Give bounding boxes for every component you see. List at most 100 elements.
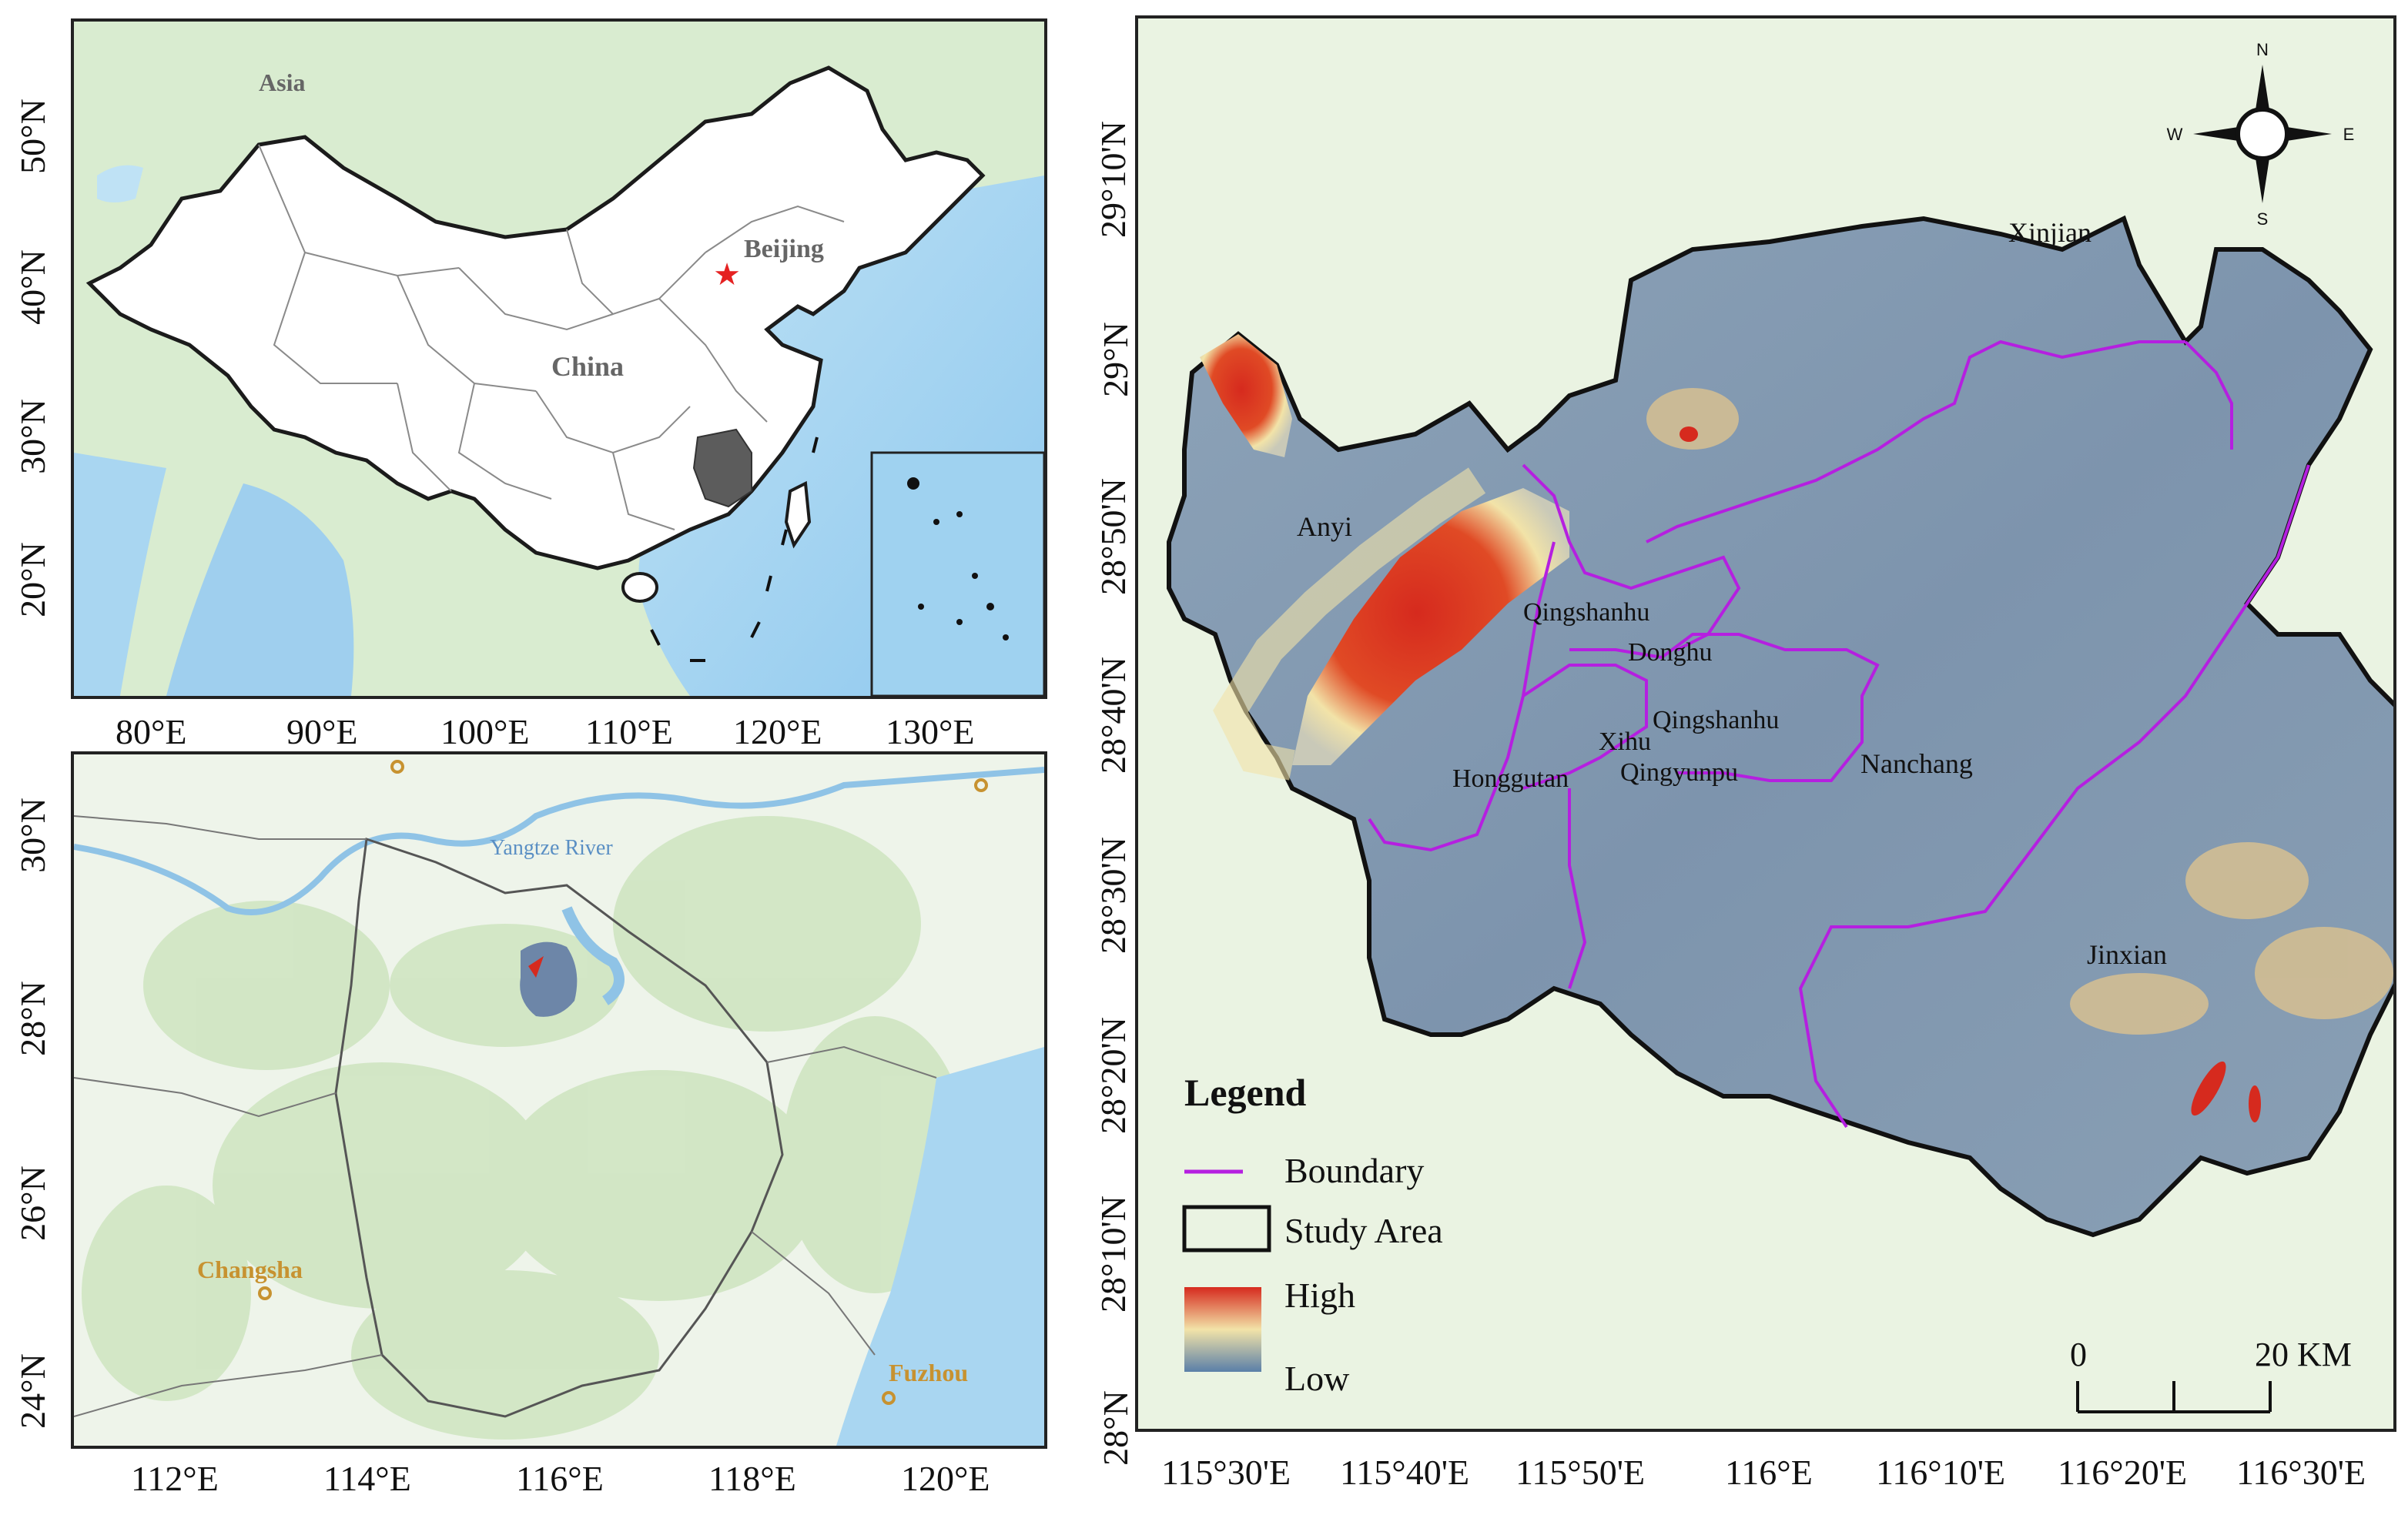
district-boundaries: [1368, 339, 2310, 1129]
legend-study-area-label: Study Area: [1284, 1211, 1443, 1250]
jiangxi-province: [692, 428, 752, 508]
south-china-sea-inset: [870, 451, 1044, 696]
compass-east: E: [2343, 125, 2355, 144]
beijing-star-icon: ★: [713, 257, 741, 292]
p1-xtick: 80°E: [116, 712, 187, 751]
city-marker-icon: [390, 760, 404, 774]
district-label: Xihu: [1599, 727, 1651, 756]
legend-high-label: High: [1284, 1276, 1355, 1315]
p2-ytick: 26°N: [12, 1166, 52, 1241]
district-label: Jinxian: [2087, 939, 2167, 970]
district-label: Qingshanhu: [1523, 598, 1649, 627]
scale-bar-start: 0: [2070, 1336, 2087, 1373]
highland-peaks: [1680, 426, 2261, 1122]
vegetation: [82, 816, 967, 1440]
p3-ytick: 29°N: [1095, 322, 1135, 397]
regional-map: Changsha Fuzhou Yangtze River: [71, 751, 1047, 1449]
study-area-polygon: [1167, 215, 2393, 1238]
p2-ytick: 28°N: [12, 981, 52, 1056]
p3-xtick: 116°E: [1725, 1453, 1813, 1492]
p1-ytick: 40°N: [12, 249, 52, 325]
p1-ytick: 20°N: [12, 542, 52, 617]
jiangxi-boundary: [334, 837, 784, 1418]
mountain-foothills: [1213, 467, 1486, 781]
p3-xtick: 115°30'E: [1161, 1453, 1291, 1492]
scale-bar: [2076, 1381, 2272, 1413]
east-china-sea: [836, 1047, 1044, 1446]
district-label: Qingshanhu: [1653, 706, 1779, 734]
central-mountain-range: [1292, 488, 1569, 765]
p2-xtick: 118°E: [708, 1459, 796, 1498]
district-label: Xinjian: [2008, 217, 2092, 248]
p2-xtick: 116°E: [516, 1459, 604, 1498]
p3-ytick: 28°10'N: [1093, 1196, 1133, 1313]
p1-xtick: 110°E: [585, 712, 673, 751]
p3-xtick: 115°50'E: [1515, 1453, 1646, 1492]
p1-ytick: 30°N: [12, 399, 52, 474]
study-area-high: [528, 956, 544, 978]
china-label: China: [551, 351, 624, 382]
p3-ytick: 29°10'N: [1093, 121, 1133, 238]
p1-ytick: 50°N: [12, 99, 52, 174]
dash-line: [650, 436, 819, 662]
p2-ytick: 30°N: [12, 798, 52, 873]
taiwan: [784, 480, 812, 549]
highland-patches: [1646, 388, 2393, 1035]
northwest-mountain: [1200, 334, 1292, 457]
hainan: [621, 572, 658, 603]
changsha-marker-icon: [258, 1286, 272, 1300]
legend-dem-gradient: [1184, 1287, 1261, 1372]
regional-map-canvas: Changsha Fuzhou Yangtze River: [74, 754, 1044, 1446]
p1-xtick: 100°E: [440, 712, 530, 751]
p3-ytick: 28°N: [1095, 1390, 1135, 1466]
legend-study-area-symbol: [1182, 1205, 1271, 1252]
overview-map: ★ Beijing Asia China: [71, 18, 1047, 699]
china-outline: [85, 65, 986, 570]
asia-label: Asia: [259, 69, 305, 96]
p1-xtick: 130°E: [886, 712, 975, 751]
lake: [97, 165, 143, 202]
bay-of-bengal: [166, 483, 354, 696]
p1-xtick: 120°E: [733, 712, 822, 751]
p3-ytick: 28°20'N: [1093, 1017, 1133, 1134]
p3-ytick: 28°40'N: [1093, 657, 1133, 774]
compass-icon: [2193, 65, 2332, 203]
fuzhou-label: Fuzhou: [889, 1359, 968, 1386]
overview-map-canvas: ★ Beijing Asia China: [74, 22, 1044, 696]
study-area-canvas: Xinjian Anyi Qingshanhu Donghu Xihu Qing…: [1138, 18, 2393, 1429]
p1-xtick: 90°E: [286, 712, 358, 751]
district-label: Anyi: [1297, 511, 1352, 542]
changsha-label: Changsha: [197, 1256, 303, 1283]
legend-low-label: Low: [1284, 1359, 1350, 1398]
poyang-lake: [561, 906, 625, 1005]
arabian-sea: [74, 453, 166, 696]
inset-islands: [907, 477, 1009, 640]
p2-xtick: 114°E: [323, 1459, 411, 1498]
p3-xtick: 116°30'E: [2236, 1453, 2366, 1492]
yangtze-river-label: Yangtze River: [490, 836, 613, 860]
p2-ytick: 24°N: [12, 1353, 52, 1429]
beijing-label: Beijing: [744, 235, 824, 263]
province-boundaries: [258, 144, 845, 530]
compass-north: N: [2256, 40, 2269, 59]
compass-west: W: [2167, 125, 2183, 144]
fuzhou-marker-icon: [882, 1391, 896, 1405]
district-label: Nanchang: [1860, 748, 1973, 779]
study-area-map: Xinjian Anyi Qingshanhu Donghu Xihu Qing…: [1135, 15, 2396, 1432]
city-marker-icon: [974, 778, 988, 792]
district-label: Honggutan: [1452, 764, 1569, 793]
other-boundaries: [74, 815, 937, 1417]
yangtze-river: [74, 767, 1044, 915]
study-area-mini: [520, 941, 578, 1017]
scale-bar-end: 20 KM: [2255, 1336, 2352, 1373]
district-label: Donghu: [1628, 638, 1713, 667]
p2-xtick: 120°E: [901, 1459, 990, 1498]
p2-xtick: 112°E: [131, 1459, 219, 1498]
p3-xtick: 116°10'E: [1876, 1453, 2006, 1492]
district-label: Qingyunpu: [1620, 758, 1738, 787]
compass-south: S: [2257, 209, 2269, 229]
legend-boundary-label: Boundary: [1284, 1151, 1425, 1190]
p3-xtick: 116°20'E: [2058, 1453, 2188, 1492]
p3-xtick: 115°40'E: [1340, 1453, 1470, 1492]
p3-ytick: 28°30'N: [1093, 837, 1133, 954]
